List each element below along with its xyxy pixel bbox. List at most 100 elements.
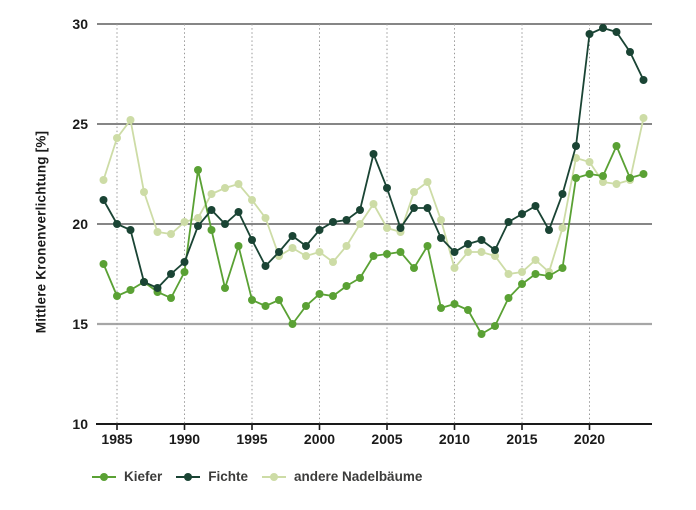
andere-nadelbaeume-line-marker-icon: [262, 472, 287, 481]
data-point-andere Nadelbäume-2003: [356, 220, 364, 228]
y-tick-label: 30: [72, 16, 88, 32]
data-point-Fichte-2004: [369, 150, 378, 158]
data-point-Kiefer-2015: [518, 280, 526, 288]
data-point-Fichte-1990: [180, 258, 189, 266]
data-point-Fichte-2014: [504, 218, 513, 226]
data-point-Fichte-1985: [113, 220, 121, 228]
data-point-Kiefer-2011: [464, 306, 472, 314]
data-point-andere Nadelbäume-2015: [518, 268, 526, 276]
legend-item-fichte: Fichte: [175, 469, 248, 484]
data-point-Fichte-2024: [639, 76, 648, 84]
data-point-Kiefer-2004: [369, 252, 378, 260]
x-tick-label: 2010: [439, 431, 470, 447]
data-point-andere Nadelbäume-1986: [126, 116, 135, 124]
legend-label-fichte: Fichte: [208, 469, 249, 484]
x-tick-label: 2005: [371, 431, 402, 447]
data-point-Fichte-2012: [477, 236, 486, 244]
data-point-Fichte-2002: [342, 216, 351, 224]
data-point-andere Nadelbäume-2020: [585, 158, 594, 166]
data-point-Kiefer-2000: [315, 290, 324, 298]
data-point-Kiefer-2006: [396, 248, 405, 256]
data-point-andere Nadelbäume-2007: [410, 188, 418, 196]
x-tick-label: 2020: [574, 431, 605, 447]
data-point-Kiefer-2010: [450, 300, 459, 308]
data-point-Kiefer-2016: [531, 270, 540, 278]
data-point-Fichte-2017: [545, 226, 553, 234]
data-point-Kiefer-2007: [410, 264, 418, 272]
legend-label-andere-nadelbaeume: andere Nadelbäume: [294, 469, 423, 484]
data-point-andere Nadelbäume-2009: [437, 216, 445, 224]
data-point-andere Nadelbäume-2014: [504, 270, 513, 278]
data-point-Kiefer-2009: [437, 304, 445, 312]
data-point-andere Nadelbäume-1993: [221, 184, 229, 192]
data-point-Fichte-1991: [194, 222, 202, 230]
data-point-Fichte-1992: [207, 206, 216, 214]
data-point-andere Nadelbäume-2012: [477, 248, 486, 256]
data-point-Fichte-1988: [153, 284, 162, 292]
legend: Kiefer Fichte andere Nadelbäume: [91, 469, 422, 484]
data-point-Fichte-1993: [221, 220, 229, 228]
data-point-Fichte-1987: [140, 278, 148, 286]
data-point-Fichte-1997: [275, 248, 283, 256]
data-point-Kiefer-2017: [545, 272, 553, 280]
data-point-Kiefer-2020: [585, 170, 594, 178]
data-point-andere Nadelbäume-1987: [140, 188, 148, 196]
data-point-Fichte-2015: [518, 210, 526, 218]
x-tick-label: 2015: [506, 431, 537, 447]
data-point-andere Nadelbäume-1989: [167, 230, 175, 238]
data-point-andere Nadelbäume-1994: [234, 180, 243, 188]
data-point-andere Nadelbäume-1984: [99, 176, 108, 184]
data-point-Kiefer-1993: [221, 284, 229, 292]
data-point-Kiefer-2003: [356, 274, 364, 282]
data-point-Fichte-2001: [329, 218, 337, 226]
kiefer-line-marker-icon: [92, 472, 116, 481]
data-point-Kiefer-2022: [612, 142, 621, 150]
data-point-Kiefer-2023: [626, 174, 634, 182]
data-point-Fichte-1994: [234, 208, 243, 216]
legend-item-andere-nadelbaeume: andere Nadelbäume: [261, 469, 422, 484]
data-point-andere Nadelbäume-1988: [153, 228, 162, 236]
data-point-Kiefer-1984: [99, 260, 108, 268]
data-point-Kiefer-1999: [302, 302, 310, 310]
data-point-andere Nadelbäume-1999: [302, 252, 310, 260]
data-point-andere Nadelbäume-2004: [369, 200, 378, 208]
data-point-Fichte-1986: [126, 226, 135, 234]
y-tick-label: 20: [72, 216, 88, 232]
data-point-Fichte-2006: [396, 224, 405, 232]
x-tick-label: 1990: [169, 431, 200, 447]
data-point-andere Nadelbäume-2024: [639, 114, 648, 122]
data-point-Fichte-2020: [585, 30, 594, 38]
data-point-Fichte-2021: [599, 24, 607, 32]
data-point-Kiefer-2021: [599, 172, 607, 180]
x-tick-label: 1985: [101, 431, 132, 447]
data-point-andere Nadelbäume-2005: [383, 224, 391, 232]
data-point-andere Nadelbäume-2011: [464, 248, 472, 256]
data-point-andere Nadelbäume-2000: [315, 248, 324, 256]
data-point-Fichte-1998: [288, 232, 297, 240]
data-point-andere Nadelbäume-2008: [423, 178, 432, 186]
data-point-andere Nadelbäume-1996: [261, 214, 270, 222]
series-line-0: [102, 143, 644, 336]
data-point-Fichte-2018: [558, 190, 567, 198]
data-point-andere Nadelbäume-1991: [194, 214, 202, 222]
data-point-andere Nadelbäume-2016: [531, 256, 540, 264]
data-point-Fichte-2023: [626, 48, 634, 56]
data-point-Fichte-2013: [491, 246, 499, 254]
data-point-Fichte-2005: [383, 184, 391, 192]
data-point-Kiefer-2002: [342, 282, 351, 290]
data-point-Kiefer-1985: [113, 292, 121, 300]
data-point-andere Nadelbäume-1985: [113, 134, 121, 142]
data-point-Kiefer-2008: [423, 242, 432, 250]
data-point-andere Nadelbäume-1998: [288, 244, 297, 252]
y-tick-label: 25: [72, 116, 88, 132]
data-point-andere Nadelbäume-2022: [612, 180, 621, 188]
data-point-Fichte-2008: [423, 204, 432, 212]
fichte-line-marker-icon: [176, 472, 201, 481]
data-point-andere Nadelbäume-1990: [180, 218, 189, 226]
data-point-Fichte-1996: [261, 262, 270, 270]
data-point-Kiefer-1986: [126, 286, 135, 294]
data-point-Kiefer-2019: [572, 174, 580, 182]
data-point-Kiefer-2005: [383, 250, 391, 258]
